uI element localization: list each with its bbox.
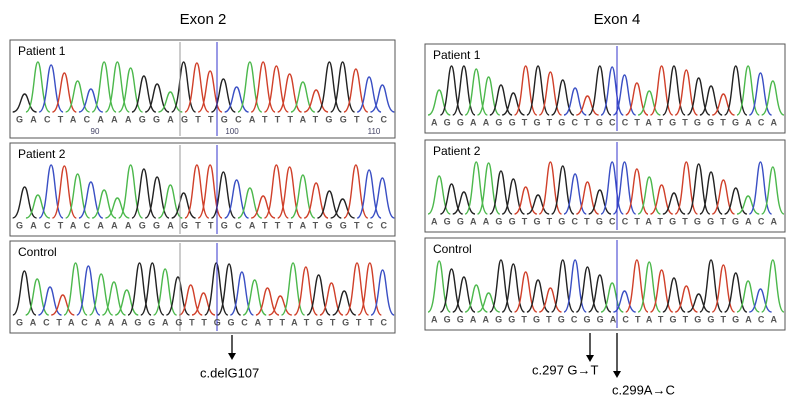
arrow-head (228, 353, 236, 360)
track-box (425, 238, 785, 330)
track-label: Patient 1 (18, 44, 66, 58)
position-label: 100 (225, 127, 239, 136)
annotation: c.delG107 (200, 365, 259, 380)
annotation: c.297 G→T (532, 362, 599, 377)
position-label: 90 (91, 127, 100, 136)
track-label: Patient 1 (433, 48, 481, 62)
track-label: Control (18, 245, 57, 259)
track-label: Patient 2 (18, 147, 66, 161)
panel-title: Exon 2 (180, 11, 227, 28)
annotation: c.299A→C (612, 382, 675, 397)
arrow-head (586, 355, 594, 362)
track-box (10, 143, 395, 236)
track-label: Control (433, 242, 472, 256)
arrow-head (613, 371, 621, 378)
panel-title: Exon 4 (594, 11, 641, 28)
sequence: GACTACAAAGGAGTTGGCATTATGTGTTC (16, 317, 388, 327)
position-label: 110 (368, 127, 381, 136)
track-label: Patient 2 (433, 144, 481, 158)
figure: Exon 2Patient 1GACTACAAAGGAGTTGCATTTATGG… (0, 0, 790, 398)
